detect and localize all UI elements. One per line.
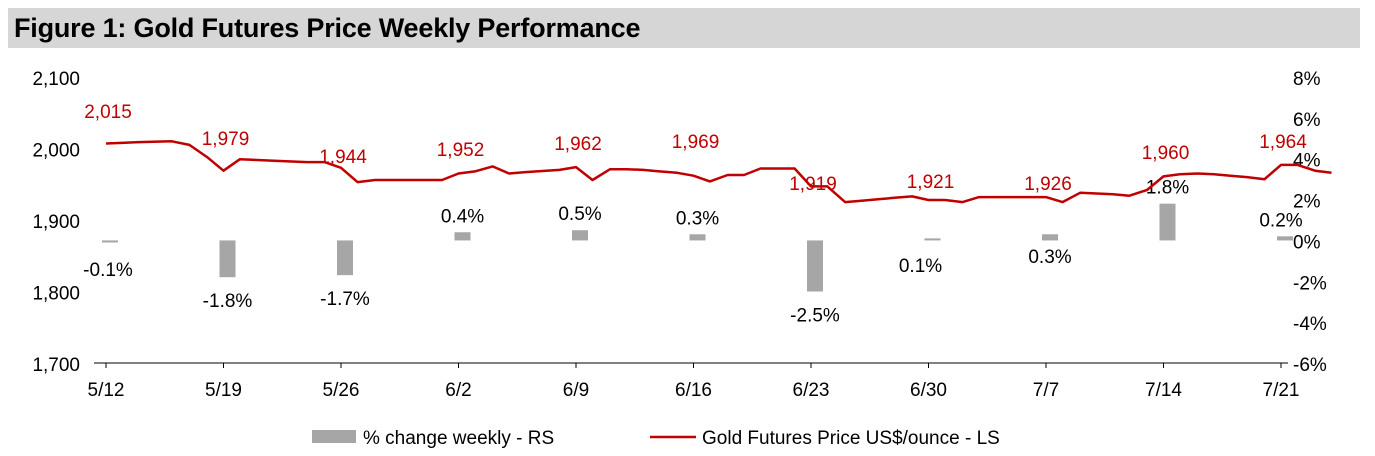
gold-price-line <box>105 140 1332 204</box>
x-axis-tick-label: 6/23 <box>793 380 830 401</box>
pct-change-bar <box>807 240 823 292</box>
x-axis-tick-label: 7/7 <box>1033 380 1059 401</box>
right-axis-tick-label: -2% <box>1293 273 1327 294</box>
legend-bar-label: % change weekly - RS <box>363 428 554 449</box>
pct-change-data-label: -2.5% <box>790 306 840 327</box>
left-axis-tick-label: 1,900 <box>32 212 80 233</box>
pct-change-data-label: -1.7% <box>320 289 370 310</box>
right-axis-tick-label: 6% <box>1293 110 1321 131</box>
gold-price-data-label: 1,952 <box>437 140 485 161</box>
right-axis-tick-label: 2% <box>1293 192 1321 213</box>
gold-price-data-label: 2,015 <box>84 102 132 123</box>
right-axis-tick-label: 8% <box>1293 69 1321 90</box>
gold-price-data-label: 1,962 <box>554 134 602 155</box>
gold-price-data-label: 1,921 <box>907 172 955 193</box>
pct-change-data-label: 0.5% <box>558 204 601 225</box>
x-axis-tick-label: 5/26 <box>323 380 360 401</box>
pct-change-data-label: 0.3% <box>1028 247 1071 268</box>
gold-price-data-label: 1,944 <box>319 147 367 168</box>
gold-price-data-label: 1,964 <box>1259 132 1307 153</box>
left-axis-tick-label: 2,000 <box>32 141 80 162</box>
x-axis-tick-label: 6/16 <box>675 380 712 401</box>
pct-change-data-label: 0.3% <box>676 208 719 229</box>
x-axis-tick-label: 6/9 <box>563 380 589 401</box>
pct-change-data-label: 0.2% <box>1259 210 1302 231</box>
pct-change-bar <box>102 240 118 243</box>
x-axis-tick-label: 7/21 <box>1263 380 1300 401</box>
figure-title: Figure 1: Gold Futures Price Weekly Perf… <box>14 13 641 43</box>
gold-price-data-label: 1,926 <box>1024 174 1072 195</box>
pct-change-bar <box>454 232 471 241</box>
pct-change-bar <box>219 240 236 278</box>
left-axis-tick-label: 1,700 <box>32 355 80 376</box>
x-axis-tick-label: 5/19 <box>205 380 242 401</box>
legend-bar-swatch <box>312 430 356 443</box>
pct-change-bar <box>924 238 941 241</box>
x-axis-tick-label: 7/14 <box>1145 380 1182 401</box>
x-axis-tick-label: 6/2 <box>445 380 471 401</box>
left-axis-tick-label: 1,800 <box>32 284 80 305</box>
pct-change-bar <box>1277 236 1293 241</box>
pct-change-bar <box>689 234 706 241</box>
legend-line-label: Gold Futures Price US$/ounce - LS <box>702 428 1000 449</box>
x-axis-tick-label: 6/30 <box>910 380 947 401</box>
pct-change-bar <box>1159 203 1176 241</box>
gold-price-data-label: 1,969 <box>672 132 720 153</box>
pct-change-bar <box>337 240 353 276</box>
pct-change-data-label: 1.8% <box>1146 178 1189 199</box>
gold-price-data-label: 1,919 <box>789 174 837 195</box>
gold-price-data-label: 1,960 <box>1142 143 1190 164</box>
right-axis-tick-label: -6% <box>1293 355 1327 376</box>
pct-change-data-label: -0.1% <box>83 260 133 281</box>
pct-change-bar <box>572 230 588 241</box>
left-axis-tick-label: 2,100 <box>32 69 80 90</box>
pct-change-data-label: -1.8% <box>203 291 253 312</box>
x-axis-tick-label: 5/12 <box>88 380 125 401</box>
figure-title-bar: Figure 1: Gold Futures Price Weekly Perf… <box>8 8 1360 48</box>
right-axis-tick-label: 0% <box>1293 232 1321 253</box>
pct-change-data-label: 0.1% <box>899 256 942 277</box>
gold-price-data-label: 1,979 <box>202 129 250 150</box>
right-axis-tick-label: -4% <box>1293 314 1327 335</box>
pct-change-bar <box>1042 234 1058 241</box>
pct-change-data-label: 0.4% <box>441 206 484 227</box>
